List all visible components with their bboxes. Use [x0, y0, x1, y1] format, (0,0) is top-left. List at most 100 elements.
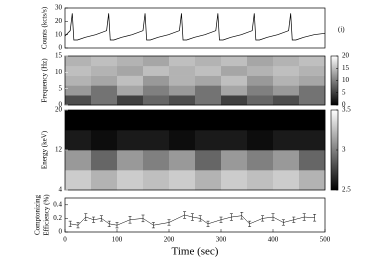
heat-cell	[299, 65, 326, 76]
y-axis-label: Frequency (Hz)	[41, 58, 49, 103]
y-axis-label: Efficiency (%)	[43, 194, 51, 236]
heat-cell	[91, 75, 118, 86]
heat-cell	[169, 95, 196, 106]
heat-cell	[195, 56, 222, 67]
heat-cell	[91, 110, 118, 131]
error-bar	[115, 222, 119, 229]
x-tick-label: 300	[216, 236, 227, 244]
error-bar	[302, 213, 306, 221]
heat-cell	[117, 150, 144, 171]
heat-cell	[273, 130, 300, 151]
y-tick-label: 0	[59, 44, 63, 52]
x-tick-label: 200	[164, 236, 175, 244]
heat-cell	[299, 95, 326, 106]
error-bar	[281, 219, 285, 226]
heat-cell	[247, 110, 274, 131]
error-bar	[229, 213, 233, 221]
error-bar	[99, 215, 103, 222]
colorbar-label: 15	[342, 64, 350, 72]
heat-cell	[65, 65, 92, 76]
heat-cell	[195, 170, 222, 191]
heat-cell	[169, 56, 196, 67]
heat-cell	[143, 95, 170, 106]
panel-label: (i)	[338, 26, 345, 34]
x-tick-label: 0	[63, 236, 67, 244]
colorbar-label: 3	[342, 146, 346, 154]
heat-cell	[247, 95, 274, 106]
heat-cell	[143, 75, 170, 86]
y-tick-label: 10	[55, 30, 63, 38]
heat-cell	[247, 150, 274, 171]
error-bar	[92, 216, 96, 223]
heat-cell	[221, 56, 248, 67]
error-bar	[167, 219, 171, 226]
heat-cell	[65, 75, 92, 86]
error-bar	[292, 216, 296, 223]
heat-cell	[65, 130, 92, 151]
heat-cell	[143, 65, 170, 76]
error-bar	[248, 220, 252, 227]
heat-cell	[169, 150, 196, 171]
heat-cell	[65, 170, 92, 191]
heat-cell	[91, 65, 118, 76]
error-bar	[151, 222, 155, 229]
y-tick-label: 4	[59, 186, 63, 194]
y-axis-label: Comptonizing	[34, 194, 42, 235]
y-tick-label: 0	[59, 228, 63, 236]
plot-frame	[64, 7, 326, 49]
heat-cell	[143, 130, 170, 151]
heat-cell	[117, 95, 144, 106]
heat-cell	[143, 170, 170, 191]
heat-cell	[91, 150, 118, 171]
plot-frame	[64, 197, 326, 233]
heat-cell	[195, 65, 222, 76]
error-bar	[68, 220, 72, 227]
heat-cell	[273, 170, 300, 191]
error-bar	[271, 213, 275, 221]
error-bar	[190, 213, 194, 221]
heat-cell	[91, 130, 118, 151]
heat-cell	[273, 110, 300, 131]
heat-cell	[195, 130, 222, 151]
heat-cell	[65, 95, 92, 106]
heat-cell	[65, 110, 92, 131]
error-bar	[313, 214, 317, 222]
heat-cell	[221, 75, 248, 86]
plot-frame	[64, 55, 326, 106]
error-bar	[128, 216, 132, 224]
heat-cell	[247, 65, 274, 76]
heat-cell	[91, 85, 118, 96]
heat-cell	[247, 170, 274, 191]
heat-cell	[299, 75, 326, 86]
heat-cell	[247, 75, 274, 86]
x-axis-label: Time (sec)	[172, 246, 219, 258]
heat-cell	[247, 85, 274, 96]
error-bar	[141, 214, 145, 223]
y-tick-label: 10	[55, 68, 63, 76]
colorbar-label: 3.5	[342, 106, 351, 114]
heat-cell	[117, 110, 144, 131]
heat-cell	[169, 65, 196, 76]
y-tick-label: 30	[55, 4, 63, 12]
error-bar	[240, 212, 244, 220]
x-tick-label: 100	[112, 236, 123, 244]
error-bar	[84, 213, 88, 221]
heat-cell	[299, 110, 326, 131]
heat-cell	[195, 110, 222, 131]
heat-cell	[221, 95, 248, 106]
heat-cell	[273, 75, 300, 86]
heat-cell	[143, 150, 170, 171]
heat-cell	[221, 85, 248, 96]
heat-cell	[91, 95, 118, 106]
heat-cell	[299, 150, 326, 171]
y-tick-label: 5	[59, 84, 63, 92]
y-tick-label: 0	[59, 101, 63, 109]
heat-cell	[65, 150, 92, 171]
heat-cell	[195, 75, 222, 86]
heat-cell	[117, 75, 144, 86]
heat-cell	[117, 130, 144, 151]
heat-cell	[299, 56, 326, 67]
heat-cell	[169, 130, 196, 151]
error-bar	[261, 215, 265, 222]
